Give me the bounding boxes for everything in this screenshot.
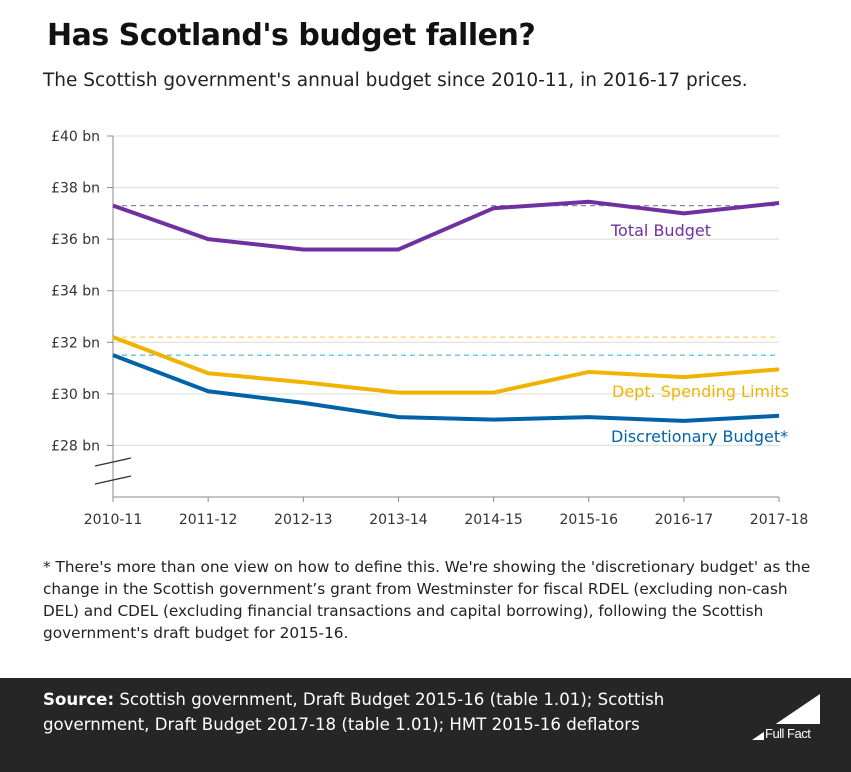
x-tick-label: 2010-11 — [84, 512, 143, 528]
x-tick-label: 2015-16 — [560, 512, 619, 528]
x-tick-label: 2011-12 — [179, 512, 238, 528]
source-label: Source: — [43, 690, 115, 709]
source-text: Source: Scottish government, Draft Budge… — [43, 687, 703, 737]
svg-text:Full Fact: Full Fact — [765, 726, 811, 741]
x-tick-label: 2012-13 — [274, 512, 333, 528]
chart-title: Has Scotland's budget fallen? — [47, 18, 536, 53]
footnote: * There's more than one view on how to d… — [43, 558, 811, 642]
x-tick-label: 2016-17 — [655, 512, 714, 528]
series-label: Total Budget — [610, 221, 711, 240]
x-tick-label: 2017-18 — [750, 512, 809, 528]
source-body: Scottish government, Draft Budget 2015-1… — [43, 690, 665, 734]
series-label: Discretionary Budget* — [611, 427, 788, 446]
y-tick-label: £30 bn — [51, 387, 100, 403]
axis-break-mark — [94, 475, 132, 485]
full-fact-logo: Full Fact — [752, 694, 822, 741]
y-tick-label: £34 bn — [51, 284, 100, 300]
footer: Source: Scottish government, Draft Budge… — [0, 678, 851, 772]
y-tick-label: £40 bn — [51, 129, 100, 145]
y-tick-label: £36 bn — [51, 232, 100, 248]
series-line — [112, 353, 780, 423]
axis-break-mark — [94, 457, 132, 467]
series-line — [112, 199, 780, 252]
series-line — [112, 335, 780, 395]
x-tick-label: 2013-14 — [369, 512, 428, 528]
y-tick-label: £32 bn — [51, 335, 100, 351]
line-chart: £28 bn £30 bn £32 bn £34 bn £36 bn £38 bn £40 … — [51, 129, 809, 528]
y-tick-label: £28 bn — [51, 438, 100, 454]
y-tick-label: £38 bn — [51, 181, 100, 197]
x-tick-label: 2014-15 — [464, 512, 523, 528]
series-label: Dept. Spending Limits — [612, 382, 789, 401]
chart-subtitle: The Scottish government's annual budget … — [43, 70, 748, 91]
